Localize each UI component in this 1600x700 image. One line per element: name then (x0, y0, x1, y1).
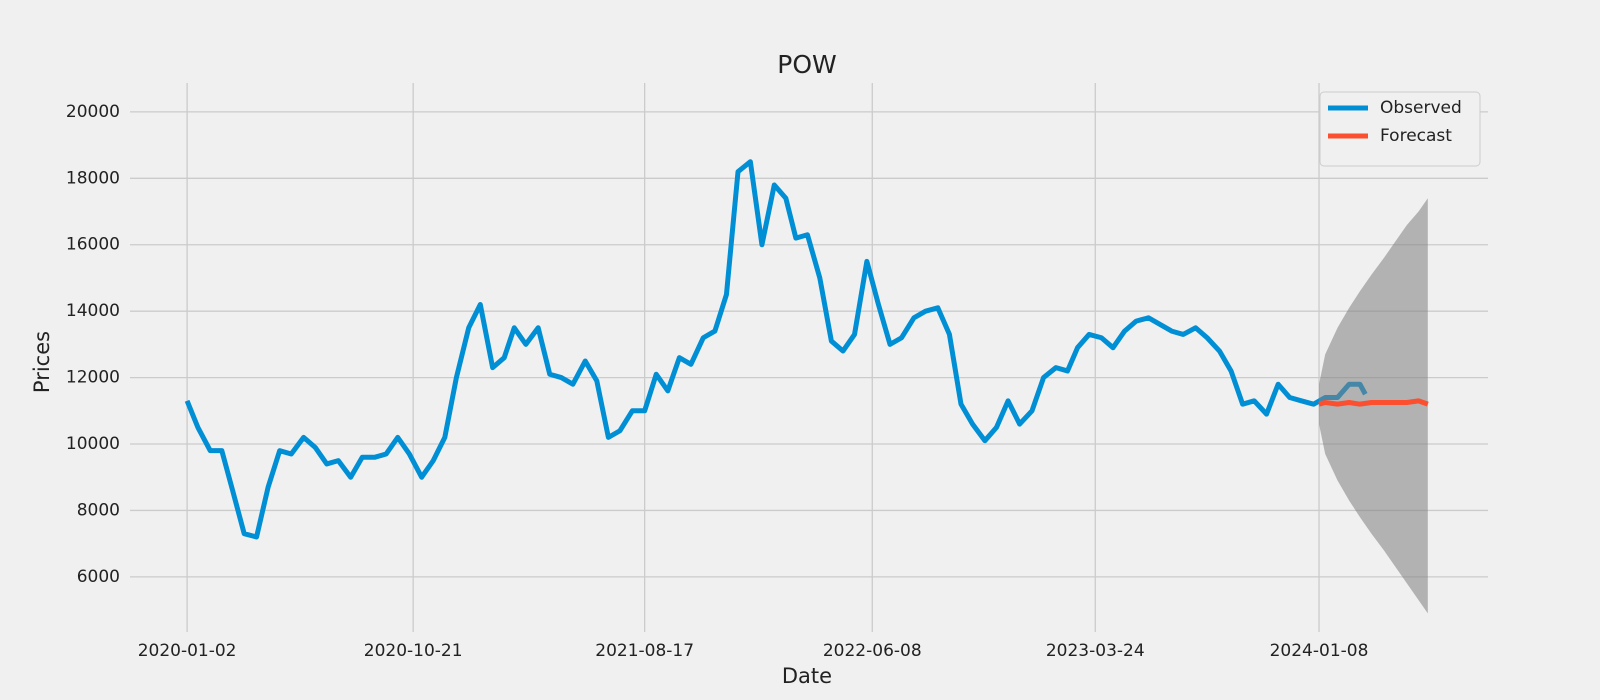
y-tick-label: 12000 (66, 368, 120, 388)
y-tick-label: 14000 (66, 301, 120, 321)
grid: 6000 8000 10000 12000 14000 16000 18000 20000 20… (66, 83, 1488, 661)
y-tick-label: 18000 (66, 168, 120, 188)
y-tick-label: 20000 (66, 102, 120, 122)
legend-label: Observed (1380, 98, 1462, 118)
y-tick-label: 6000 (77, 567, 120, 587)
y-tick-label: 10000 (66, 434, 120, 454)
chart-title: POW (777, 50, 836, 79)
legend: Observed Forecast (1319, 91, 1481, 167)
plot-area (184, 159, 1429, 614)
x-tick-label: 2020-10-21 (364, 641, 463, 661)
legend-label: Forecast (1380, 126, 1452, 146)
series-line (1318, 398, 1429, 407)
x-tick-label: 2023-03-24 (1046, 641, 1145, 661)
y-tick-label: 8000 (77, 500, 120, 520)
x-tick-label: 2020-01-02 (138, 641, 237, 661)
y-tick-label: 16000 (66, 235, 120, 255)
x-axis-label: Date (782, 664, 832, 688)
x-tick-label: 2021-08-17 (595, 641, 694, 661)
x-tick-label: 2022-06-08 (823, 641, 922, 661)
series-line (184, 159, 1368, 540)
x-tick-label: 2024-01-08 (1270, 641, 1369, 661)
confidence-band (1319, 198, 1428, 614)
y-axis-label: Prices (30, 331, 54, 393)
